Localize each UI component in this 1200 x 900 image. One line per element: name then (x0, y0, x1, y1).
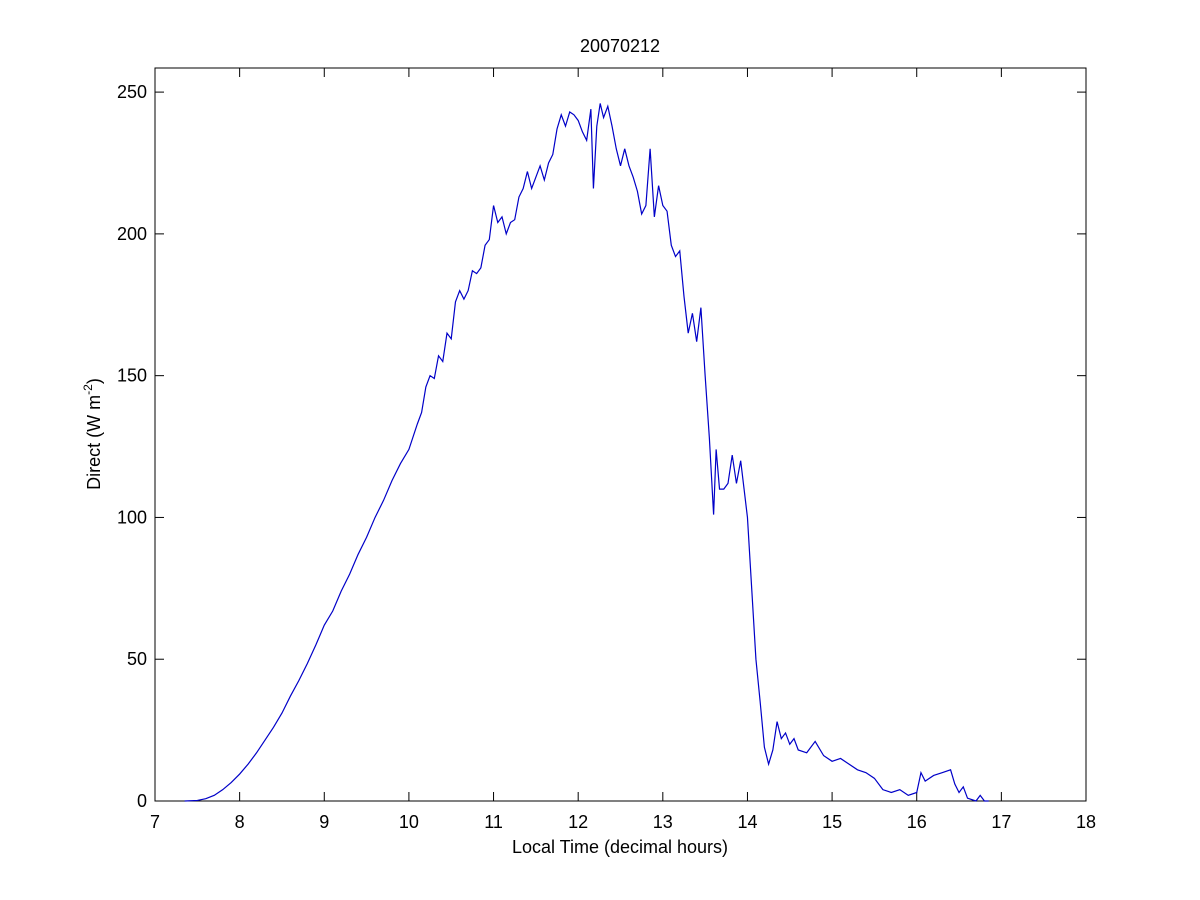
x-tick-label: 17 (991, 812, 1011, 832)
x-tick-label: 14 (737, 812, 757, 832)
x-tick-label: 7 (150, 812, 160, 832)
x-tick-label: 16 (907, 812, 927, 832)
x-tick-label: 10 (399, 812, 419, 832)
y-tick-label: 200 (117, 224, 147, 244)
x-axis-label: Local Time (decimal hours) (512, 837, 728, 857)
chart-title: 20070212 (580, 36, 660, 56)
x-tick-label: 18 (1076, 812, 1096, 832)
x-tick-label: 8 (235, 812, 245, 832)
y-tick-label: 250 (117, 82, 147, 102)
y-tick-label: 0 (137, 791, 147, 811)
x-tick-label: 12 (568, 812, 588, 832)
y-tick-label: 100 (117, 507, 147, 527)
data-line (184, 103, 989, 802)
x-tick-label: 9 (319, 812, 329, 832)
y-tick-label: 150 (117, 366, 147, 386)
x-tick-label: 15 (822, 812, 842, 832)
plot-box (154, 67, 1087, 802)
x-tick-label: 11 (484, 812, 503, 832)
y-tick-label: 50 (127, 649, 147, 669)
y-axis-label: Direct (W m-2) (81, 378, 104, 490)
y-label-main: Direct (W m (84, 395, 104, 490)
x-tick-label: 13 (653, 812, 673, 832)
y-label-suffix: ) (84, 378, 104, 384)
y-label-superscript: -2 (81, 384, 95, 395)
